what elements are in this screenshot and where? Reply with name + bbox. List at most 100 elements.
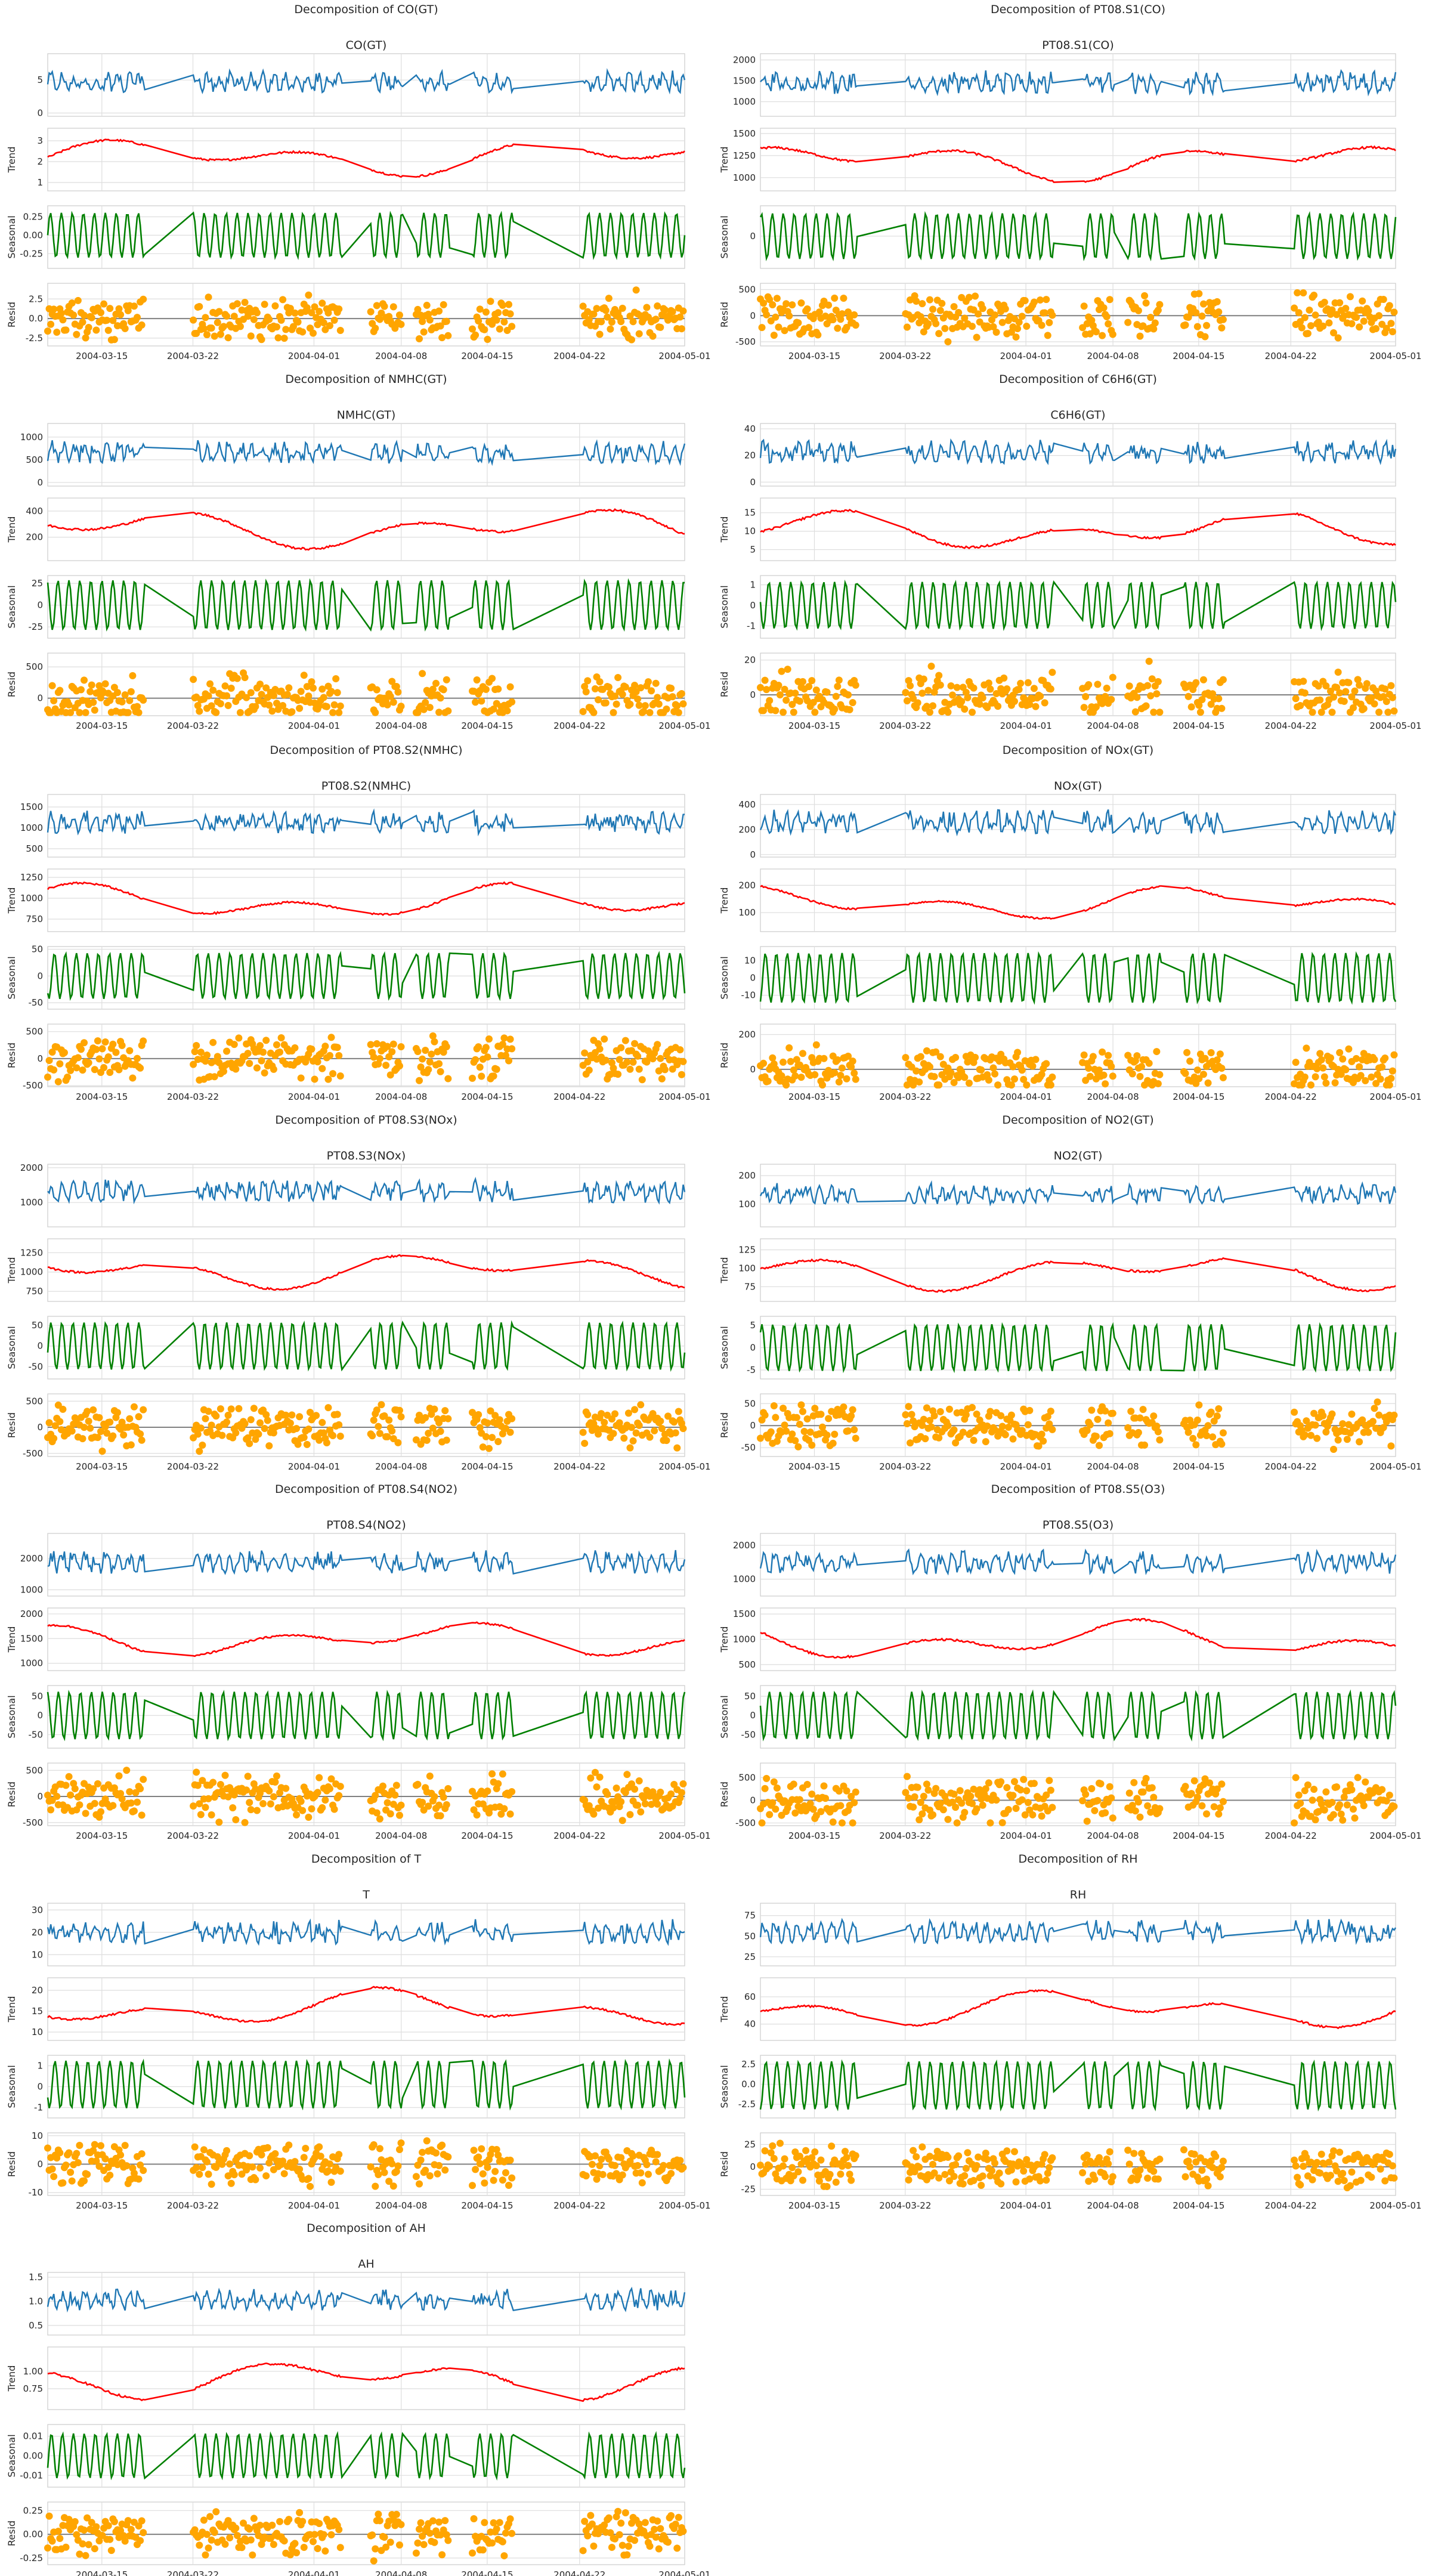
resid-point — [1083, 1817, 1091, 1825]
y-tick-label: 500 — [738, 1772, 756, 1783]
resid-point — [82, 334, 89, 342]
chart-suptitle: Decomposition of PT08.S2(NMHC) — [270, 744, 463, 757]
resid-point — [79, 318, 86, 326]
resid-point — [1295, 309, 1303, 317]
resid-point — [435, 307, 443, 315]
y-axis-label: Seasonal — [719, 215, 730, 258]
resid-point — [985, 679, 992, 687]
resid-point — [1378, 1786, 1386, 1793]
resid-point — [316, 308, 323, 316]
resid-point — [379, 1782, 386, 1790]
resid-point — [1134, 307, 1142, 314]
resid-point — [1381, 2177, 1389, 2185]
y-axis-label: Trend — [6, 887, 17, 914]
resid-point — [484, 2163, 491, 2171]
resid-point — [271, 1778, 279, 1786]
resid-point — [1301, 1787, 1309, 1795]
resid-point — [649, 1055, 657, 1063]
resid-point — [1198, 312, 1206, 320]
resid-point — [1348, 1410, 1356, 1418]
resid-point — [250, 2515, 258, 2522]
resid-point — [1219, 1429, 1227, 1437]
resid-point — [386, 692, 394, 700]
resid-point — [905, 1403, 913, 1411]
y-tick-label: 1250 — [20, 1247, 43, 1258]
resid-point — [68, 1427, 76, 1435]
panel-frame — [47, 283, 685, 347]
resid-point — [441, 1407, 449, 1415]
resid-point — [280, 2537, 288, 2545]
resid-point — [593, 1425, 601, 1433]
resid-point — [766, 296, 774, 304]
y-tick-label: 0.00 — [23, 2529, 43, 2540]
chart-2: Decomposition of NMHC(GT)NMHC(GT)0500100… — [6, 373, 711, 731]
resid-point — [1032, 1056, 1040, 1063]
resid-point — [1091, 1807, 1099, 1814]
y-tick-label: 1.0 — [29, 2296, 43, 2306]
resid-point — [590, 709, 598, 716]
resid-point — [998, 1819, 1006, 1827]
resid-point — [1044, 1413, 1051, 1421]
resid-point — [472, 331, 480, 339]
resid-point — [288, 1411, 296, 1419]
resid-point — [770, 2154, 778, 2162]
resid-point — [246, 2152, 253, 2160]
series-trend — [760, 1618, 1396, 1659]
y-tick-label: 100 — [738, 1199, 756, 1210]
resid-point — [1021, 1811, 1029, 1819]
resid-point — [1365, 307, 1372, 315]
y-tick-label: 1500 — [20, 802, 43, 812]
resid-point — [579, 302, 587, 310]
resid-point — [930, 1412, 938, 1420]
resid-point — [675, 2513, 682, 2521]
resid-point — [336, 2167, 344, 2175]
x-tick-label: 2004-04-01 — [288, 1461, 340, 1472]
resid-point — [829, 1439, 837, 1447]
resid-point — [308, 678, 316, 686]
resid-point — [772, 1414, 780, 1421]
resid-point — [376, 316, 383, 323]
resid-point — [1145, 657, 1153, 665]
resid-point — [955, 308, 963, 316]
resid-point — [223, 313, 231, 320]
resid-point — [1209, 2164, 1217, 2172]
y-tick-label: 0 — [37, 1341, 43, 1352]
resid-point — [414, 2161, 422, 2169]
resid-point — [1359, 297, 1366, 305]
y-tick-label: -10 — [29, 2187, 44, 2198]
resid-point — [975, 2153, 982, 2161]
x-tick-label: 2004-03-15 — [788, 351, 840, 361]
resid-point — [1012, 333, 1020, 341]
x-tick-label: 2004-03-15 — [76, 2200, 128, 2211]
resid-point — [283, 691, 291, 698]
resid-point — [1023, 323, 1031, 330]
resid-point — [199, 2164, 206, 2172]
resid-point — [1326, 687, 1334, 695]
resid-point — [1312, 311, 1319, 319]
resid-point — [276, 2518, 284, 2525]
resid-point — [395, 1811, 403, 1819]
y-axis-label: Resid — [6, 2521, 17, 2546]
resid-point — [496, 2519, 503, 2526]
resid-point — [1320, 1073, 1328, 1081]
resid-point — [500, 1805, 508, 1813]
resid-point — [596, 1045, 604, 1053]
resid-point — [930, 1073, 938, 1081]
resid-point — [1310, 1786, 1318, 1793]
resid-point — [376, 1815, 383, 1823]
resid-point — [785, 312, 793, 320]
x-tick-label: 2004-04-22 — [1265, 351, 1317, 361]
resid-point — [944, 338, 952, 345]
resid-point — [291, 309, 299, 317]
resid-point — [89, 698, 97, 706]
resid-point — [216, 1780, 224, 1788]
resid-point — [422, 1414, 429, 1421]
resid-point — [1322, 682, 1330, 690]
resid-point — [258, 691, 265, 698]
resid-point — [902, 1411, 910, 1419]
resid-point — [484, 1053, 491, 1061]
resid-point — [757, 1434, 764, 1442]
series-trend — [47, 1621, 685, 1657]
resid-point — [956, 1787, 964, 1795]
